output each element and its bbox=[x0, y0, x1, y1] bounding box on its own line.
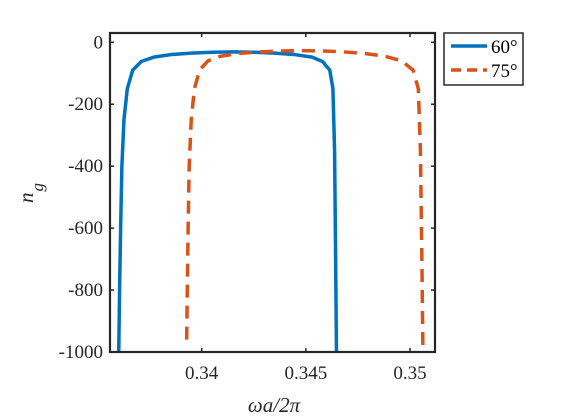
plot-area bbox=[110, 33, 435, 352]
legend-box bbox=[443, 32, 524, 86]
legend: 60° 75° bbox=[443, 32, 524, 86]
x-tick-label: 0.34 bbox=[185, 363, 219, 384]
series-line-60 bbox=[117, 50, 339, 353]
legend-label-75: 75° bbox=[491, 61, 518, 82]
legend-label-60: 60° bbox=[491, 37, 518, 58]
y-tick-label: 0 bbox=[94, 32, 104, 53]
y-tick-label: -600 bbox=[68, 218, 103, 239]
svg-text:ng: ng bbox=[14, 183, 47, 203]
x-tick-label: 0.345 bbox=[284, 363, 327, 384]
y-tick-label: -800 bbox=[68, 280, 103, 301]
x-axis-title: ωa/2π bbox=[248, 393, 301, 417]
y-tick-label: -1000 bbox=[59, 342, 103, 363]
y-axis-title-subscript: g bbox=[28, 183, 47, 192]
y-axis-title-base: n bbox=[14, 193, 38, 204]
y-axis-title: ng bbox=[14, 183, 47, 203]
x-tick-label: 0.35 bbox=[393, 363, 426, 384]
y-tick-label: -400 bbox=[68, 156, 103, 177]
tick-layer: 0.34 0.345 0.35 0 -200 -400 -600 -800 -1000 bbox=[59, 32, 435, 384]
axes-box bbox=[108, 31, 437, 354]
series-layer bbox=[117, 48, 425, 353]
y-tick-label: -200 bbox=[68, 94, 103, 115]
